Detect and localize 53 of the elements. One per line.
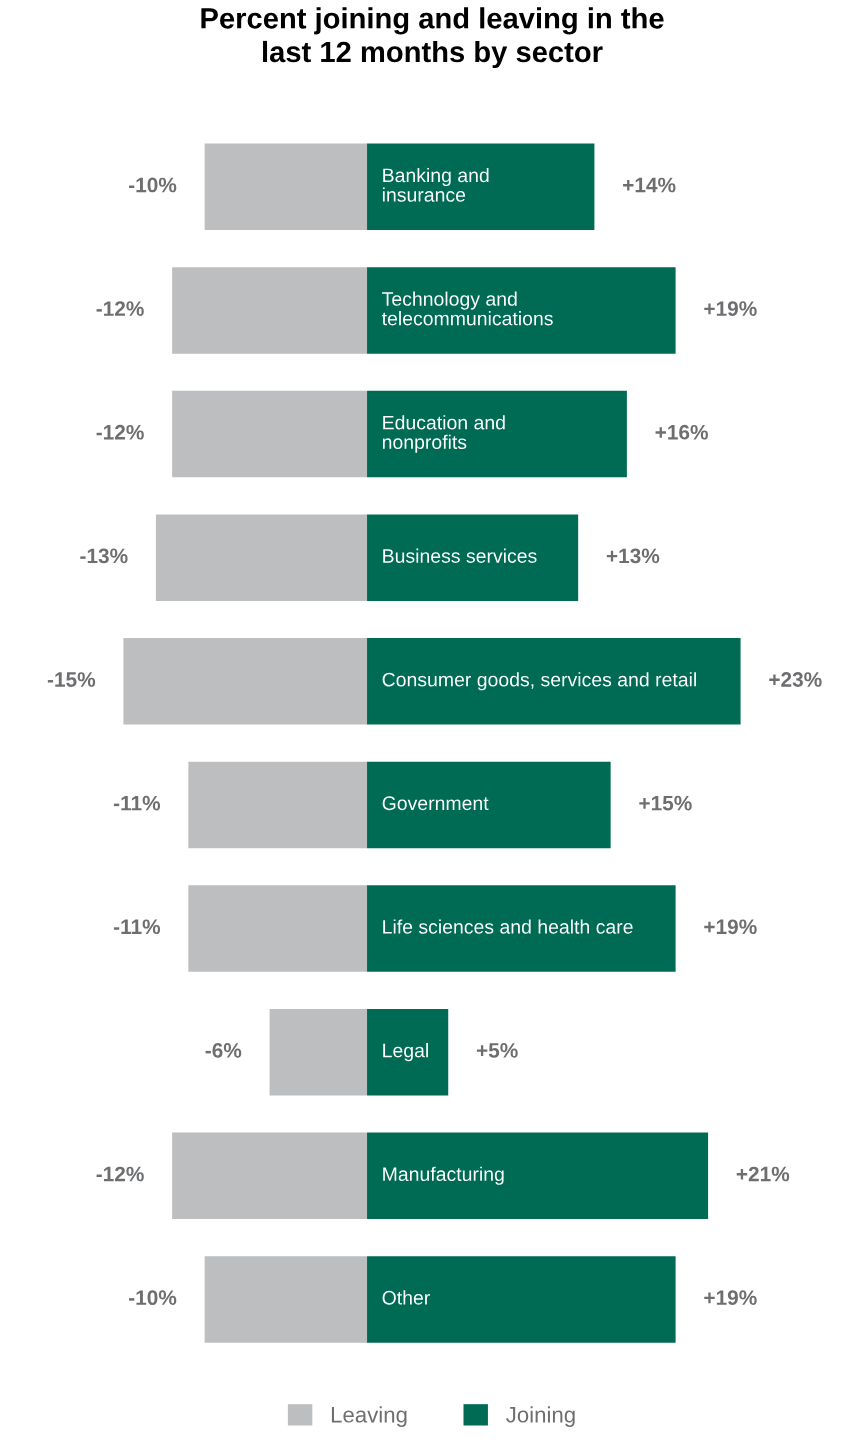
y-tick-label: Business services — [383, 548, 537, 563]
y-tick-label: Education and nonprofits — [382, 415, 505, 453]
data-label: +19% — [704, 1290, 757, 1306]
bar — [367, 761, 611, 849]
y-tick-label: Life sciences and health care — [383, 919, 633, 934]
data-label: +14% — [623, 177, 676, 193]
y-tick-label: Manufacturing — [383, 1166, 504, 1185]
y-tick-label: Legal — [383, 1043, 428, 1062]
legend-label: Leaving — [331, 1406, 407, 1427]
data-label: -12% — [96, 301, 144, 316]
bar — [123, 638, 368, 725]
y-tick-label: Technology and telecommunications — [381, 291, 553, 326]
bar — [188, 761, 368, 849]
bar — [367, 1008, 449, 1096]
bar — [172, 1132, 368, 1220]
y-tick-label: Consumer goods, services and retail — [382, 672, 696, 691]
data-label: +5% — [476, 1043, 518, 1058]
data-label: -13% — [80, 548, 128, 564]
chart-title: Percent joining and leaving in the last 12 months by sector — [201, 7, 664, 69]
data-label: +15% — [639, 795, 692, 811]
data-label: -15% — [47, 672, 96, 687]
bar — [367, 514, 579, 601]
bar — [367, 1256, 676, 1343]
y-tick-label: Banking and insurance — [382, 167, 489, 202]
data-label: -11% — [113, 919, 161, 935]
y-tick-label: Government — [382, 796, 489, 811]
bar — [367, 1132, 709, 1220]
data-label: -10% — [129, 1290, 177, 1306]
bar — [269, 1008, 368, 1096]
legend-label: Joining — [506, 1406, 575, 1427]
data-label: -12% — [96, 1166, 144, 1182]
bar — [155, 514, 368, 601]
data-label: -6% — [205, 1043, 242, 1058]
data-label: +16% — [655, 424, 708, 440]
bar — [367, 885, 676, 972]
bar — [204, 1256, 368, 1343]
data-label: +13% — [606, 548, 660, 564]
data-label: -11% — [113, 795, 161, 811]
bar — [188, 885, 368, 972]
data-label: +23% — [769, 672, 822, 687]
data-label: +19% — [704, 919, 757, 935]
data-label: -10% — [129, 177, 177, 193]
bar — [172, 390, 368, 478]
bar — [367, 267, 676, 354]
bar — [367, 390, 627, 478]
data-label: +19% — [704, 301, 757, 316]
y-tick-label: Other — [382, 1290, 430, 1305]
data-label: +21% — [736, 1166, 790, 1182]
bar — [204, 143, 368, 231]
bar — [367, 638, 741, 725]
data-label: -12% — [96, 424, 144, 440]
bar — [172, 267, 368, 354]
bar — [367, 143, 595, 231]
